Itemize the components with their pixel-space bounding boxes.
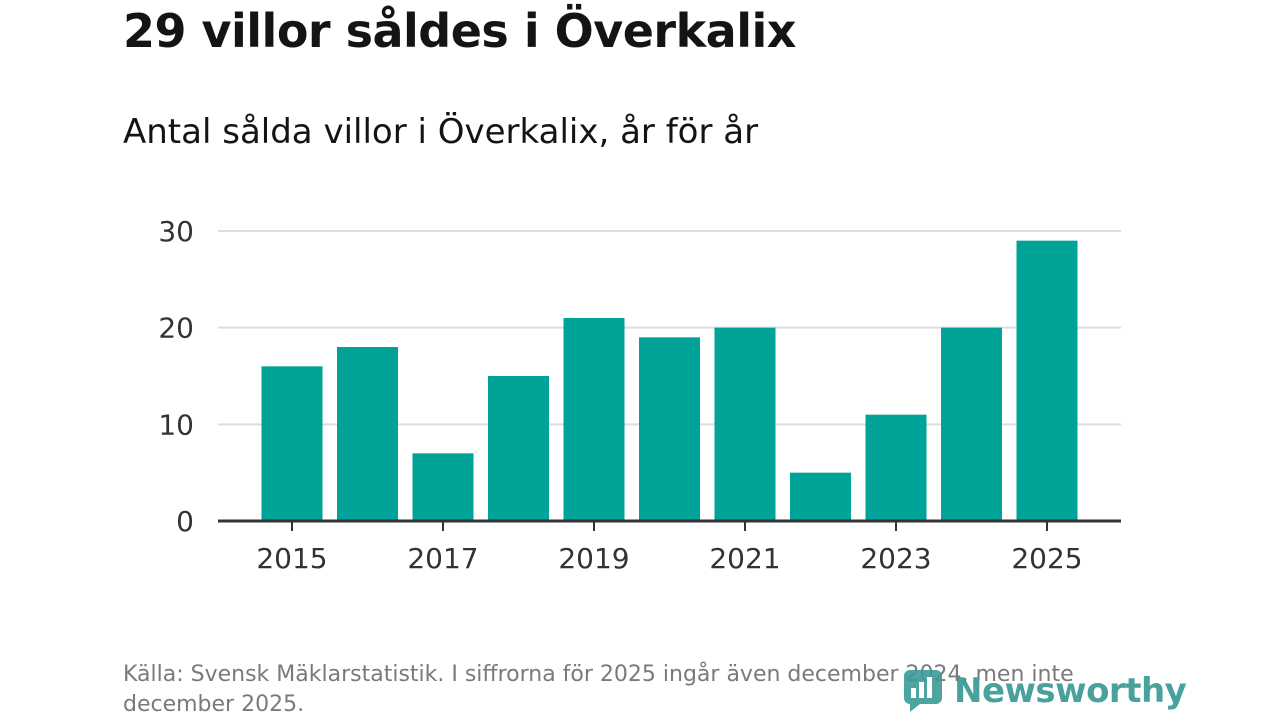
bar-2021 xyxy=(714,327,776,521)
bar-2020 xyxy=(639,337,700,521)
newsworthy-logo: Newsworthy xyxy=(902,668,1187,714)
chart-subtitle: Antal sålda villor i Överkalix, år för å… xyxy=(123,112,759,152)
y-tick-label: 10 xyxy=(158,408,194,441)
bar-2016 xyxy=(337,347,398,521)
x-tick-label: 2015 xyxy=(256,542,327,575)
newsworthy-logo-icon xyxy=(904,670,942,712)
y-tick-label: 30 xyxy=(158,215,194,248)
x-tick-label: 2017 xyxy=(407,542,478,575)
bar-2018 xyxy=(488,376,549,521)
bar-2025 xyxy=(1016,240,1078,521)
x-tick-label: 2021 xyxy=(709,542,780,575)
bar-2022 xyxy=(790,472,851,521)
x-tick-label: 2023 xyxy=(860,542,931,575)
bar-2019 xyxy=(563,318,625,521)
y-tick-label: 0 xyxy=(176,505,194,538)
bar-2015 xyxy=(261,366,323,521)
chart-title: 29 villor såldes i Överkalix xyxy=(123,4,796,58)
y-tick-label: 20 xyxy=(158,312,194,345)
newsworthy-logo-text: Newsworthy xyxy=(954,671,1187,711)
bar-2024 xyxy=(941,327,1002,521)
bar-2017 xyxy=(412,453,474,521)
bar-2023 xyxy=(865,414,927,521)
x-tick-label: 2025 xyxy=(1011,542,1082,575)
x-tick-label: 2019 xyxy=(558,542,629,575)
bar-chart: 0 10 20 30 2015 2017 2019 2021 2023 2025 xyxy=(158,215,1121,575)
